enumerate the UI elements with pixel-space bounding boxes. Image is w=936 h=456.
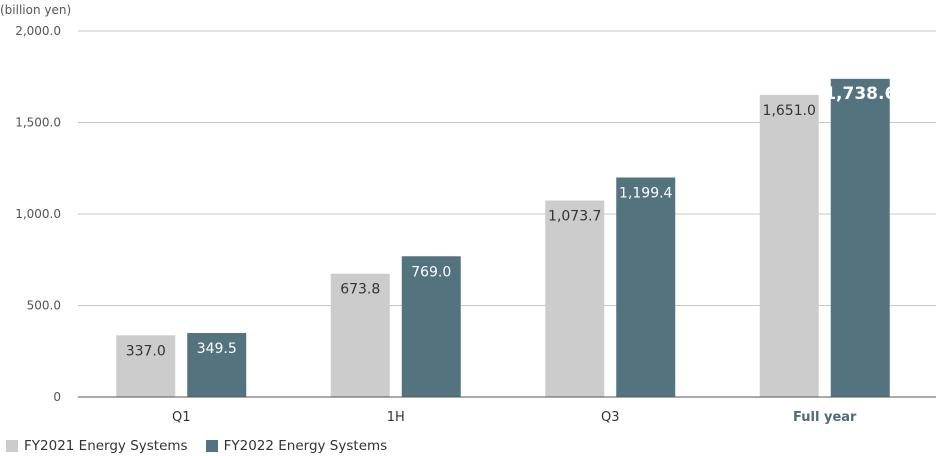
legend-swatch-fy2022	[205, 440, 218, 452]
y-tick-label: 500.0	[27, 299, 61, 313]
y-axis-unit-label: (billion yen)	[0, 3, 71, 17]
x-category-label: 1H	[387, 410, 405, 425]
bar-fy2021	[759, 94, 819, 397]
y-tick-label: 1,500.0	[15, 116, 61, 130]
data-label: 349.5	[197, 341, 237, 357]
bar-fy2021	[330, 273, 390, 397]
data-label: 1,073.7	[548, 209, 601, 225]
legend-item-fy2021: FY2021 Energy Systems	[6, 438, 188, 454]
y-axis-ticks: 0 500.0 1,000.0 1,500.0 2,000.0	[15, 24, 61, 404]
bar-fy2021	[116, 335, 176, 397]
data-label: 1,199.4	[619, 186, 673, 202]
bar-fy2022	[187, 333, 247, 397]
bar-chart: (billion yen) 0 500.0 1,000.0 1,500.0 2,000.…	[0, 3, 936, 425]
data-label: 1,651.0	[763, 103, 816, 119]
legend-label-fy2021: FY2021 Energy Systems	[24, 438, 188, 454]
bars	[116, 78, 890, 398]
bar-fy2022	[401, 256, 461, 397]
x-category-label: Q3	[601, 410, 620, 425]
bar-fy2022	[616, 177, 676, 397]
legend: FY2021 Energy Systems FY2022 Energy Syst…	[6, 438, 387, 454]
y-tick-label: 2,000.0	[15, 24, 61, 38]
data-labels: 337.0 349.5 673.8 769.0 1,073.7 1,199.4 1,651.…	[126, 84, 897, 359]
data-label: 1,738.6	[824, 84, 896, 104]
legend-swatch-fy2021	[6, 440, 18, 452]
legend-label-fy2022: FY2022 Energy Systems	[223, 438, 388, 454]
x-category-label: Q1	[172, 410, 191, 425]
bar-fy2022	[830, 78, 890, 398]
y-tick-label: 1,000.0	[15, 207, 61, 221]
y-tick-label: 0	[53, 390, 61, 404]
x-category-label: Full year	[793, 410, 857, 425]
bar-fy2021	[545, 200, 605, 397]
data-label: 337.0	[126, 343, 166, 359]
legend-item-fy2022: FY2022 Energy Systems	[205, 438, 388, 454]
data-label: 673.8	[340, 282, 380, 298]
data-label: 769.0	[411, 264, 451, 280]
x-axis-categories: Q1 1H Q3 Full year	[172, 410, 857, 425]
